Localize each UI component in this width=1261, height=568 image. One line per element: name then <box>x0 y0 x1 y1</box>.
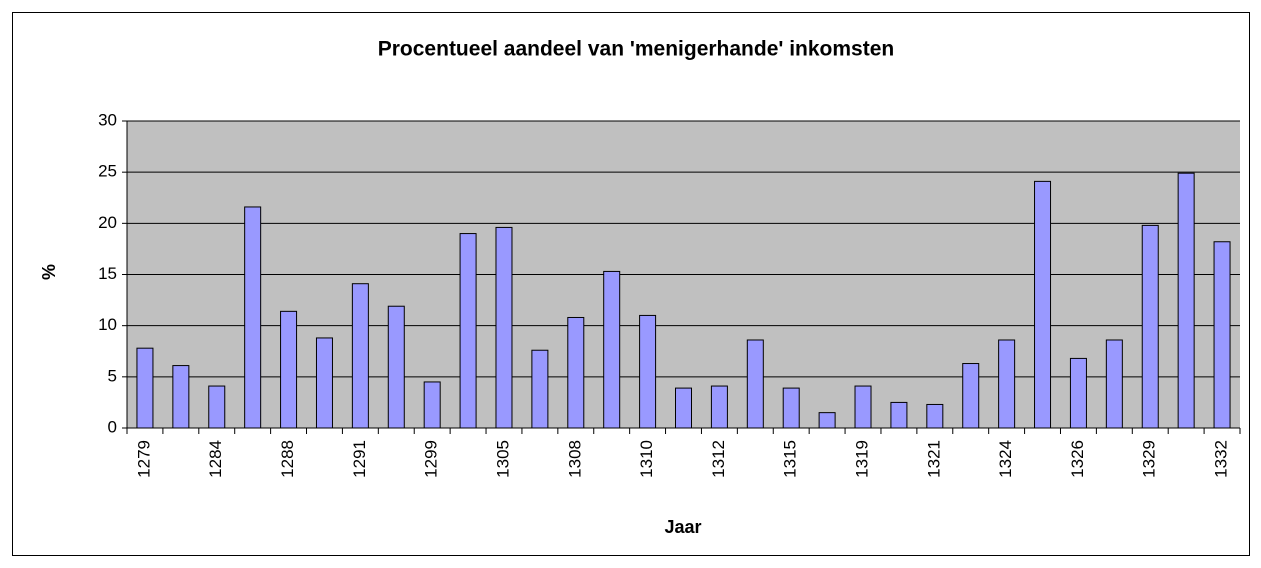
bar <box>1105 339 1123 429</box>
bar <box>962 363 980 429</box>
x-axis-title: Jaar <box>664 517 701 537</box>
x-tick-label: 1332 <box>1212 440 1231 478</box>
bar <box>710 385 728 429</box>
bar <box>567 316 585 429</box>
bar <box>818 412 836 429</box>
x-tick-label: 1326 <box>1068 440 1087 478</box>
y-tick-label: 0 <box>108 417 117 436</box>
bar <box>1141 224 1159 429</box>
y-tick-label: 20 <box>98 213 117 232</box>
bar <box>495 226 513 429</box>
chart-title: Procentueel aandeel van 'menigerhande' i… <box>378 38 894 61</box>
x-tick-label: 1308 <box>565 440 584 478</box>
y-tick-label: 10 <box>98 315 117 334</box>
x-tick-label: 1319 <box>853 440 872 478</box>
y-tick-label: 25 <box>98 162 117 181</box>
y-tick-label: 15 <box>98 264 117 283</box>
bar <box>208 385 226 429</box>
bar <box>244 206 262 429</box>
x-tick-label: 1279 <box>134 440 153 478</box>
y-tick-label: 30 <box>98 110 117 129</box>
x-tick-label: 1324 <box>996 440 1015 478</box>
x-tick-label: 1329 <box>1140 440 1159 478</box>
x-tick-label: 1310 <box>637 440 656 478</box>
x-tick-label: 1312 <box>709 440 728 478</box>
bar <box>280 310 298 429</box>
bar <box>854 385 872 429</box>
y-tick-label: 5 <box>108 366 117 385</box>
bar <box>315 337 333 429</box>
bar <box>172 365 190 429</box>
bar <box>926 403 944 429</box>
bar <box>603 270 621 429</box>
bar <box>387 305 405 429</box>
bar <box>459 233 477 429</box>
bar <box>890 401 908 429</box>
bar <box>782 387 800 429</box>
x-tick-label: 1288 <box>278 440 297 478</box>
bar <box>1069 357 1087 429</box>
y-axis-title: % <box>39 264 59 280</box>
x-tick-label: 1305 <box>493 440 512 478</box>
bar <box>423 381 441 429</box>
bar <box>998 339 1016 429</box>
bar <box>1177 172 1195 429</box>
bar <box>531 349 549 429</box>
bar <box>351 283 369 429</box>
bar <box>1034 180 1052 429</box>
x-tick-label: 1299 <box>422 440 441 478</box>
bar <box>639 314 657 429</box>
x-tick-label: 1315 <box>781 440 800 478</box>
x-tick-label: 1284 <box>206 440 225 478</box>
bar <box>1213 241 1231 429</box>
x-tick-label: 1321 <box>924 440 943 478</box>
bar <box>675 387 692 429</box>
bar <box>746 339 764 429</box>
x-tick-label: 1291 <box>350 440 369 478</box>
bar <box>136 347 154 429</box>
